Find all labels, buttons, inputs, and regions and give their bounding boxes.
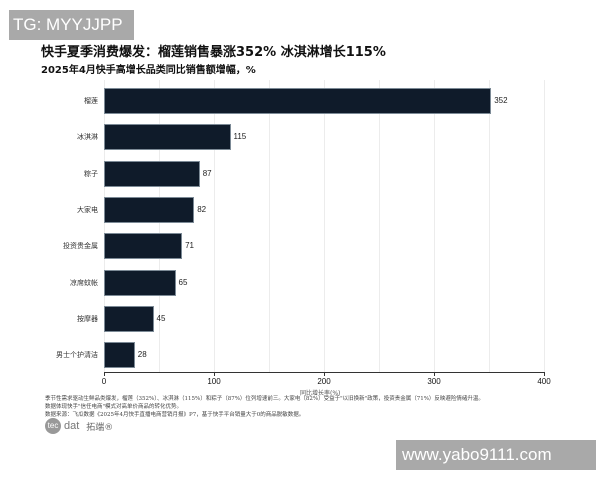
bar-value-label: 352: [494, 96, 508, 105]
category-label: 冰淇淋: [77, 133, 98, 142]
x-tick-label: 0: [101, 377, 107, 386]
x-axis-label: 同比增长率(%): [300, 390, 341, 397]
category-label: 榴莲: [84, 97, 98, 105]
chart-subtitle: 2025年4月快手高增长品类同比销售额增幅，%: [41, 65, 256, 76]
gridline: [544, 80, 545, 372]
x-tick-label: 400: [537, 377, 551, 386]
gridline: [104, 80, 105, 372]
logo-cn-text: 拓端®: [86, 422, 114, 433]
x-tick: [104, 372, 105, 376]
category-label: 投资贵金属: [63, 242, 98, 251]
bar: [104, 88, 492, 114]
footnote-source: 数据来源：飞瓜数据《2025年4月快手直播电商营销月报》P7，基于快手平台销量大…: [45, 412, 305, 418]
bar: [104, 160, 200, 187]
bar: [104, 269, 176, 296]
x-tick: [324, 372, 325, 376]
x-tick: [544, 372, 545, 376]
watermark-bottom-right: www.yabo9111.com: [396, 440, 596, 470]
bar: [104, 342, 135, 369]
logo-text: dat: [64, 420, 80, 432]
tecdat-logo: tec dat 拓端®: [45, 418, 113, 434]
footnote-1: 季节性需求驱动生鲜品类爆发，榴莲（352%）、冰淇淋（115%）和粽子（87%）…: [45, 396, 484, 402]
gridline: [214, 80, 215, 372]
bar-value-label: 45: [156, 313, 166, 323]
category-label: 凉席蚊帐: [70, 278, 98, 287]
watermark-top-left: TG: MYYJJPP: [9, 10, 134, 40]
category-label: 按摩器: [77, 314, 98, 323]
bar: [104, 233, 183, 260]
x-tick-label: 100: [207, 377, 221, 386]
bar: [104, 305, 154, 332]
gridline: [324, 80, 325, 372]
category-label: 男士个护清洁: [56, 351, 98, 360]
x-tick: [434, 372, 435, 376]
bar: [104, 124, 231, 151]
bar: [104, 196, 195, 223]
category-label: 大家电: [77, 205, 98, 214]
footnote-2: 数据体现快手"信任电商"模式对高单价商品的转化优势。: [45, 404, 183, 410]
x-tick: [214, 372, 215, 376]
category-label: 粽子: [84, 169, 98, 178]
x-tick-label: 300: [427, 377, 441, 386]
gridline: [379, 80, 380, 372]
logo-circle-icon: tec: [45, 418, 61, 434]
bar-value-label: 82: [197, 204, 207, 214]
bar-value-label: 71: [185, 241, 194, 251]
gridline: [269, 80, 270, 372]
chart-title: 快手夏季消费爆发：榴莲销售暴涨352% 冰淇淋增长115%: [41, 45, 386, 60]
gridline: [489, 80, 490, 372]
bar-value-label: 115: [233, 132, 247, 142]
x-tick-label: 200: [317, 377, 331, 386]
gridline: [434, 80, 435, 372]
gridline: [159, 80, 160, 372]
plot-area: [104, 80, 545, 372]
bar-value-label: 65: [178, 277, 188, 287]
bar-value-label: 28: [137, 350, 147, 360]
bar-value-label: 87: [202, 168, 212, 178]
